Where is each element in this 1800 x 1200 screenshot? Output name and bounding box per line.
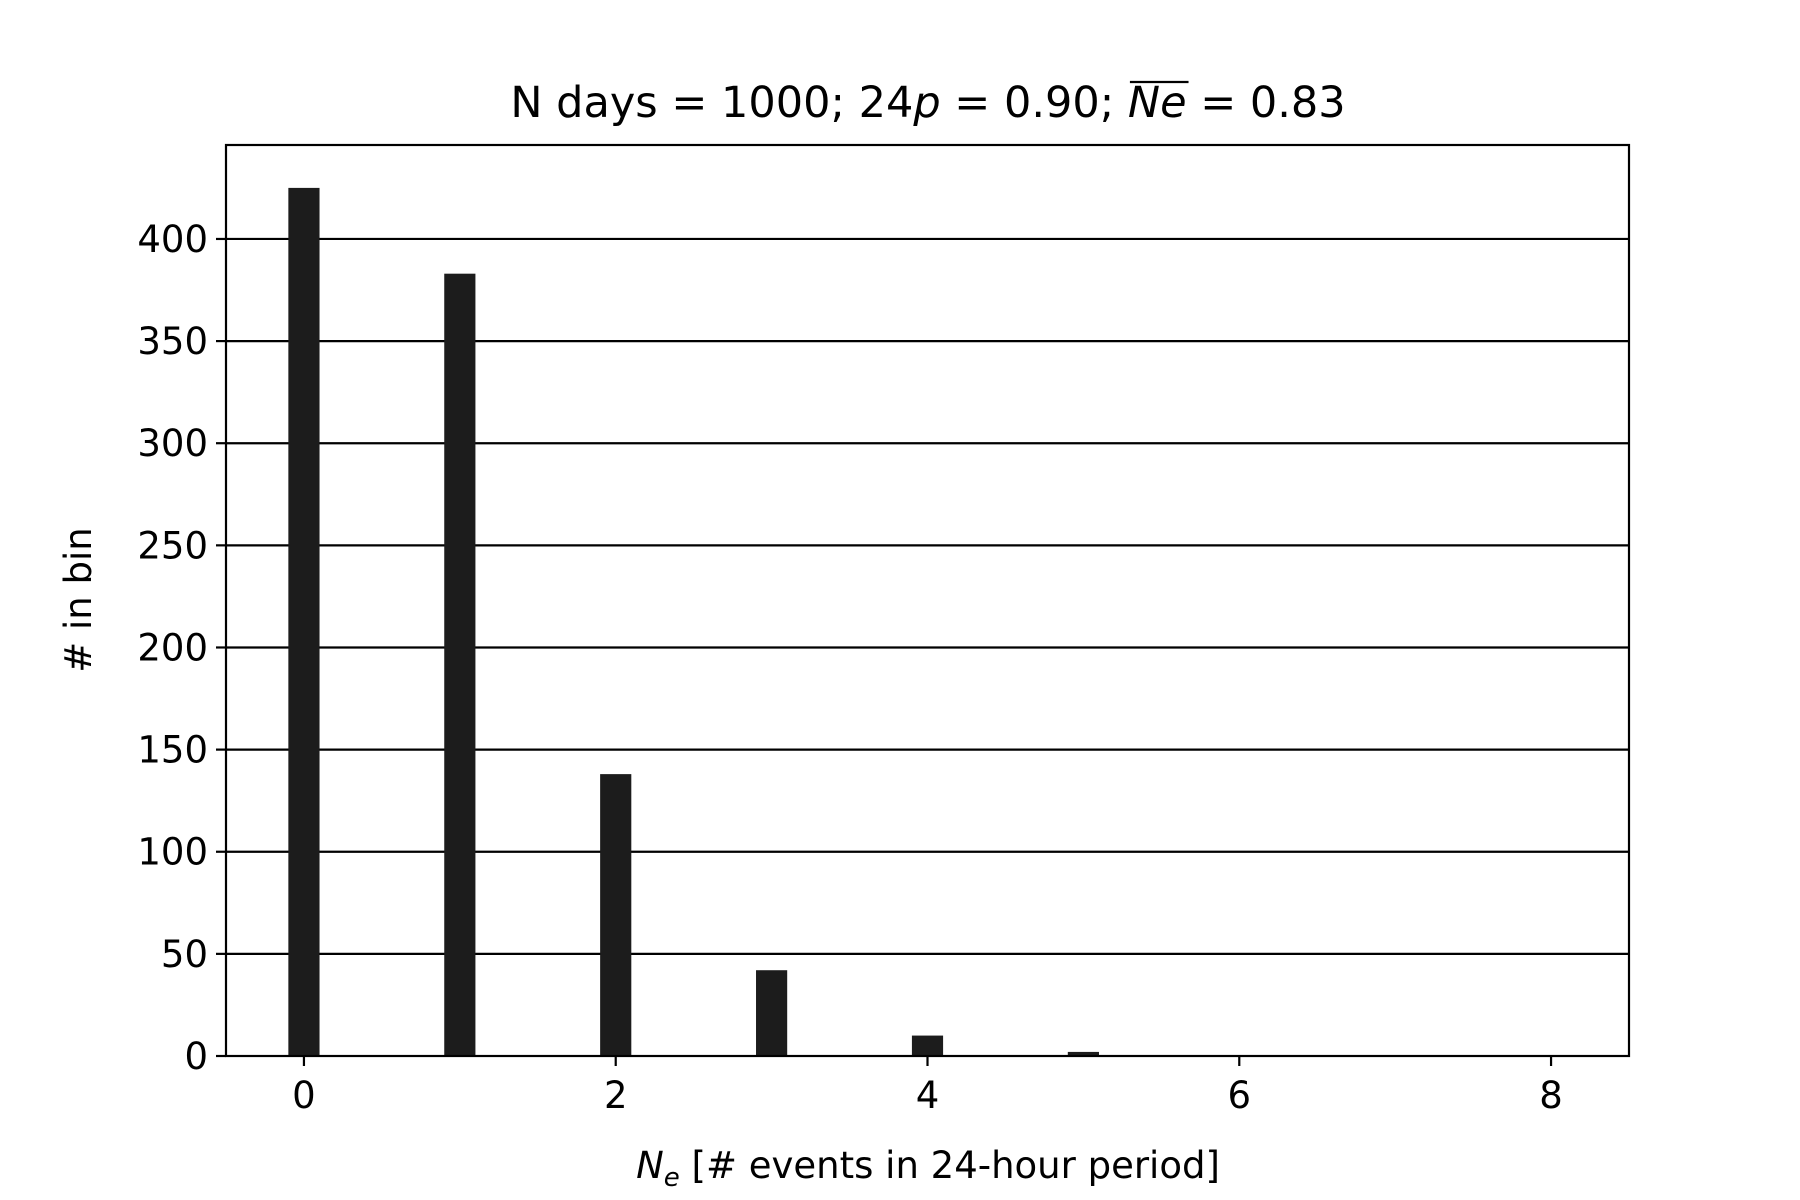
y-tick-label: 0	[184, 1035, 208, 1078]
bars	[288, 187, 1099, 1057]
x-tick-label: 4	[916, 1074, 940, 1117]
grid-lines	[226, 237, 1629, 955]
chart-title: N days = 1000; 24p = 0.90; Ne = 0.83	[510, 78, 1345, 128]
plot-frame	[224, 143, 1631, 1058]
y-tick-label: 200	[137, 626, 208, 669]
x-tick-label: 8	[1539, 1074, 1563, 1117]
x-tick-label: 0	[292, 1074, 316, 1117]
bar	[911, 1035, 944, 1056]
bar	[600, 774, 632, 1056]
y-tick-label: 400	[137, 218, 208, 261]
bar	[756, 970, 788, 1056]
y-tick-label: 100	[137, 831, 208, 874]
bar	[444, 273, 476, 1057]
y-tick-label: 300	[137, 422, 208, 465]
x-tick-label: 2	[604, 1074, 628, 1117]
x-tick-label: 6	[1228, 1074, 1252, 1117]
x-axis-ticks: 0 2 4 6 8	[292, 1056, 1563, 1117]
y-tick-label: 150	[137, 729, 208, 772]
y-axis-label: # in bin	[57, 527, 100, 672]
y-tick-label: 250	[137, 524, 208, 567]
bar	[1067, 1051, 1099, 1056]
x-axis-label: Ne [# events in 24-hour period]	[636, 1144, 1220, 1193]
y-axis-ticks: 0 50 100 150 200 250 300 350 400	[137, 218, 226, 1078]
y-tick-label: 350	[137, 320, 208, 363]
bar	[288, 187, 320, 1056]
y-tick-label: 50	[161, 933, 208, 976]
